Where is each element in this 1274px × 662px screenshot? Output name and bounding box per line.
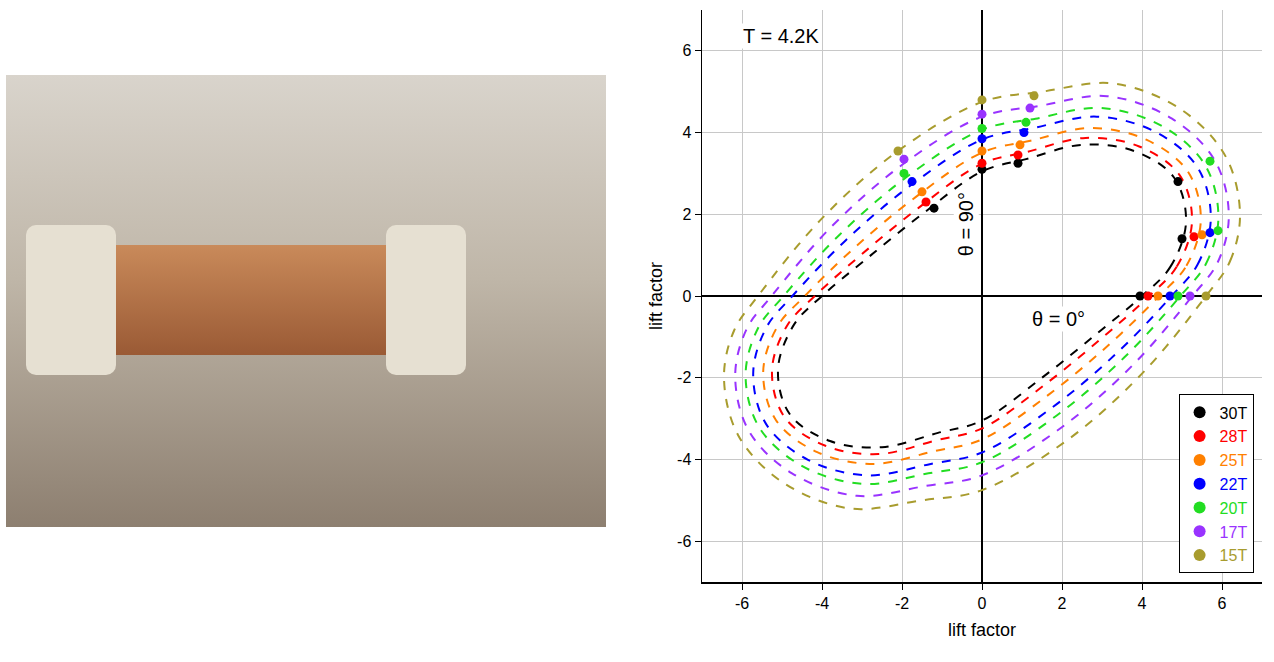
svg-text:2: 2 xyxy=(682,206,691,223)
svg-text:17T: 17T xyxy=(1220,524,1248,541)
svg-text:-2: -2 xyxy=(895,595,909,612)
svg-text:6: 6 xyxy=(682,42,691,59)
svg-text:T = 4.2K: T = 4.2K xyxy=(743,25,819,47)
svg-text:30T: 30T xyxy=(1220,405,1248,422)
svg-text:0: 0 xyxy=(682,288,691,305)
svg-text:0: 0 xyxy=(978,595,987,612)
svg-text:-6: -6 xyxy=(677,533,691,550)
svg-text:6: 6 xyxy=(1218,595,1227,612)
svg-text:4: 4 xyxy=(1138,595,1147,612)
svg-text:20T: 20T xyxy=(1220,500,1248,517)
svg-text:θ = 0°: θ = 0° xyxy=(1032,308,1085,330)
svg-text:lift factor: lift factor xyxy=(646,262,666,330)
svg-text:-4: -4 xyxy=(815,595,829,612)
svg-text:28T: 28T xyxy=(1220,428,1248,445)
svg-text:-6: -6 xyxy=(735,595,749,612)
svg-text:22T: 22T xyxy=(1220,476,1248,493)
svg-text:θ = 90°: θ = 90° xyxy=(955,192,977,256)
svg-text:lift factor: lift factor xyxy=(948,620,1016,640)
svg-text:4: 4 xyxy=(682,124,691,141)
svg-text:25T: 25T xyxy=(1220,452,1248,469)
svg-text:2: 2 xyxy=(1058,595,1067,612)
svg-text:-2: -2 xyxy=(677,369,691,386)
svg-text:-4: -4 xyxy=(677,451,691,468)
svg-text:15T: 15T xyxy=(1220,547,1248,564)
